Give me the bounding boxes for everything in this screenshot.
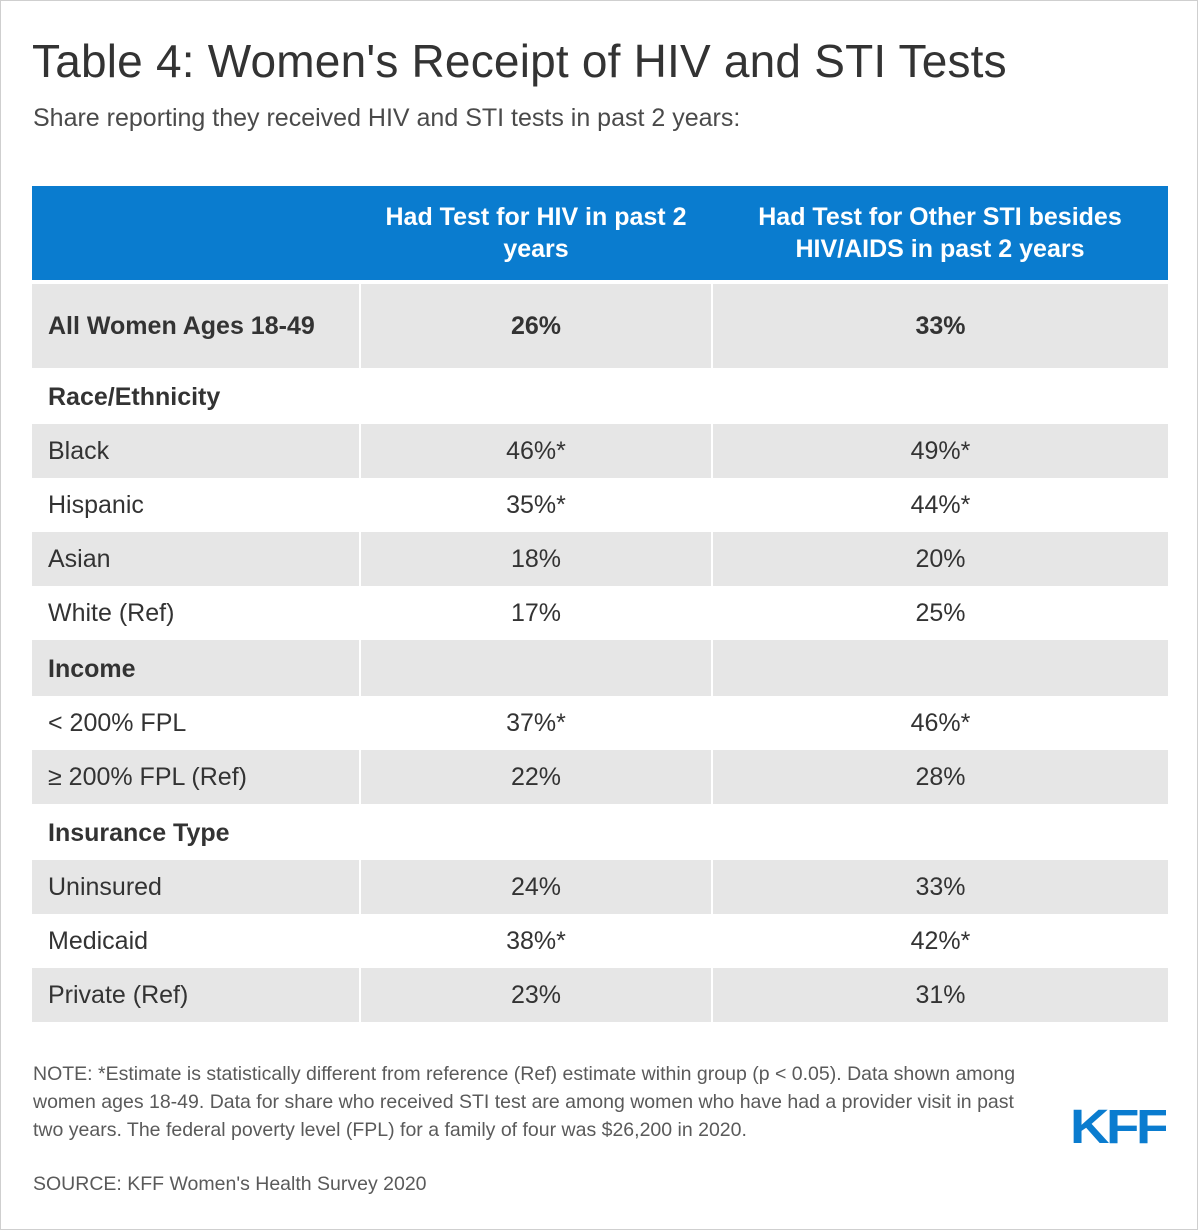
kff-logo-text: KFF — [1070, 1101, 1166, 1147]
group-heading-row: Income — [32, 640, 1168, 696]
table-row: Asian 18% 20% — [32, 532, 1168, 586]
hiv-value-cell — [359, 640, 713, 696]
hiv-value-cell: 23% — [359, 968, 713, 1022]
table-row: White (Ref) 17% 25% — [32, 586, 1168, 640]
row-label: Race/Ethnicity — [48, 382, 221, 411]
sti-value-cell: 49%* — [712, 424, 1168, 478]
header-hiv-column: Had Test for HIV in past 2 years — [385, 203, 687, 263]
hiv-value-cell: 18% — [359, 532, 713, 586]
row-label: Income — [32, 640, 360, 696]
row-label: Uninsured — [32, 860, 360, 914]
table-row: ≥ 200% FPL (Ref) 22% 28% — [32, 750, 1168, 804]
table-body: All Women Ages 18-49 26% 33% Race/Ethnicity… — [32, 280, 1168, 1022]
row-label: Asian — [32, 532, 360, 586]
hiv-value-cell: 22% — [359, 750, 713, 804]
source-note: SOURCE: KFF Women's Health Survey 2020 — [33, 1173, 427, 1195]
hiv-value-cell: 17% — [359, 586, 713, 640]
sti-value-cell — [712, 640, 1168, 696]
spacer-row — [32, 280, 1168, 284]
table-row: Private (Ref) 23% 31% — [32, 968, 1168, 1022]
sti-value-cell: 44%* — [910, 490, 971, 519]
sti-value-cell: 33% — [712, 284, 1168, 368]
table-row: Medicaid 38%* 42%* — [32, 914, 1168, 968]
total-row: All Women Ages 18-49 26% 33% — [32, 284, 1168, 368]
table-row: < 200% FPL 37%* 46%* — [32, 696, 1168, 750]
sti-value-cell: 20% — [712, 532, 1168, 586]
row-label: ≥ 200% FPL (Ref) — [32, 750, 360, 804]
table-row: Hispanic 35%* 44%* — [32, 478, 1168, 532]
sti-value-cell — [712, 804, 1168, 860]
table-row: Black 46%* 49%* — [32, 424, 1168, 478]
hiv-value-cell: 38%* — [359, 914, 713, 968]
row-label: Black — [32, 424, 360, 478]
sti-value-cell: 25% — [915, 598, 966, 627]
table-header-row: Had Test for HIV in past 2 years Had Tes… — [32, 186, 1168, 280]
sti-value-cell: 33% — [712, 860, 1168, 914]
hiv-value-cell: 24% — [359, 860, 713, 914]
row-label: Medicaid — [48, 926, 149, 955]
hiv-value-cell: 37%* — [359, 696, 713, 750]
row-label: Insurance Type — [48, 818, 230, 847]
row-label: All Women Ages 18-49 — [32, 284, 360, 368]
row-label: White (Ref) — [48, 598, 175, 627]
kff-logo: KFF — [1070, 1101, 1166, 1147]
row-label: Hispanic — [48, 490, 144, 519]
data-table: Had Test for HIV in past 2 years Had Tes… — [32, 186, 1168, 1022]
sti-value-cell: 31% — [712, 968, 1168, 1022]
header-sti-column: Had Test for Other STI besides HIV/AIDS … — [758, 203, 1122, 263]
row-label: < 200% FPL — [48, 708, 187, 737]
hiv-value-cell: 46%* — [359, 424, 713, 478]
footnote: NOTE: *Estimate is statistically differe… — [33, 1063, 1016, 1141]
header-label-column — [32, 186, 360, 280]
sti-value-cell: 28% — [712, 750, 1168, 804]
group-heading-row: Race/Ethnicity — [32, 368, 1168, 424]
hiv-value-cell — [359, 804, 713, 860]
hiv-value-cell: 26% — [359, 284, 713, 368]
table-subtitle: Share reporting they received HIV and ST… — [33, 104, 741, 132]
table-title: Table 4: Women's Receipt of HIV and STI … — [32, 35, 1007, 87]
group-heading-row: Insurance Type — [32, 804, 1168, 860]
row-label: Private (Ref) — [32, 968, 360, 1022]
hiv-value-cell — [359, 368, 713, 424]
table-row: Uninsured 24% 33% — [32, 860, 1168, 914]
hiv-value-cell: 35%* — [359, 478, 713, 532]
sti-value-cell — [712, 368, 1168, 424]
sti-value-cell: 42%* — [910, 926, 971, 955]
sti-value-cell: 46%* — [910, 708, 971, 737]
